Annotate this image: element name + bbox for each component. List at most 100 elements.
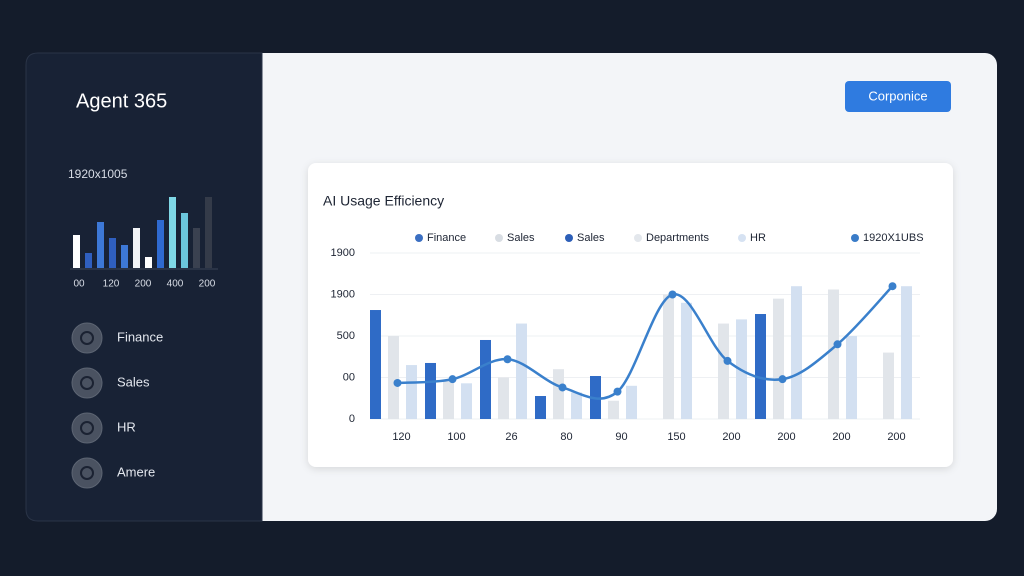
line-point [448,375,457,384]
y-tick-label: 1900 [331,247,355,259]
bar [480,339,491,419]
mini-label: 400 [167,279,184,290]
chart-title: AI Usage Efficiency [323,193,444,209]
nav-label[interactable]: Amere [117,464,155,479]
mini-bar [97,222,104,268]
mini-bar [169,197,176,268]
legend-swatch [415,234,423,242]
mini-bar [73,235,80,268]
nav-label[interactable]: Finance [117,329,163,344]
line-series [397,285,894,400]
bar [370,310,381,419]
legend-swatch [738,234,746,242]
nav: Finance Sales HR Amere [71,322,163,489]
line-point [668,290,677,299]
bar [425,362,436,419]
x-tick-label: 26 [505,431,517,443]
legend-label: 1920X1UBS [863,232,924,244]
legend-swatch [495,234,503,242]
line-point [503,355,512,364]
y-tick-label: 1900 [331,288,355,300]
nav-label[interactable]: Sales [117,374,150,389]
bar [516,323,527,419]
mini-label: 200 [199,279,216,290]
line-point [558,383,567,392]
bar [681,302,692,419]
resolution: 1920x1005 [68,167,128,181]
mini-label: 200 [135,279,152,290]
legend-label: Sales [507,232,535,244]
bar [608,400,619,419]
legend-label: Finance [427,232,466,244]
nav-icon-glyph[interactable] [80,376,94,390]
mini-label: 00 [73,279,85,290]
legend-swatch [851,234,859,242]
mini-bar [121,245,128,268]
mini-chart: 00 120 200 400 200 [73,197,216,290]
line-point [888,282,897,291]
x-tick-label: 150 [667,431,685,443]
mini-bar [109,238,116,268]
app-title: Agent 365 [76,90,167,112]
mini-bar [145,257,152,268]
nav-icon-glyph[interactable] [80,466,94,480]
bar [498,377,509,419]
nav-icon[interactable] [71,367,103,399]
line-point [723,356,732,365]
mini-bar [205,197,212,268]
mini-label: 120 [103,279,120,290]
mini-bar [157,220,164,268]
x-tick-label: 200 [777,431,795,443]
bar [553,369,564,419]
mini-bar [133,228,140,268]
x-tick-label: 90 [615,431,627,443]
bar [773,298,784,419]
nav-icon-glyph[interactable] [80,331,94,345]
legend-swatch [565,234,573,242]
nav-icon[interactable] [71,457,103,489]
legend-swatch [634,234,642,242]
sidebar [25,52,263,522]
legend-label: HR [750,232,766,244]
mini-bar [193,228,200,268]
bar [388,336,399,419]
legend-label: Sales [577,232,605,244]
x-tick-label: 200 [887,431,905,443]
line-point [778,375,787,384]
y-tick-label: 0 [349,413,355,425]
bar [755,314,766,419]
y-tick-label: 00 [343,371,355,383]
line-point [393,378,402,387]
mini-bar [85,253,92,268]
nav-icon[interactable] [71,322,103,354]
action-button[interactable] [845,81,951,112]
mini-bar [181,213,188,268]
bar [443,379,454,419]
bar [901,286,912,419]
bar [846,336,857,419]
nav-icon-glyph[interactable] [80,421,94,435]
bar [571,392,582,419]
bar [626,385,637,419]
bar [663,294,674,419]
y-tick-label: 500 [337,330,355,342]
x-tick-label: 100 [447,431,465,443]
line-point [613,387,622,396]
bar [535,396,546,419]
nav-label[interactable]: HR [117,419,136,434]
line-point [833,340,842,349]
bar [718,323,729,419]
x-tick-label: 200 [722,431,740,443]
bar [883,352,894,419]
bar [828,289,839,419]
x-tick-label: 120 [392,431,410,443]
nav-icon[interactable] [71,412,103,444]
x-tick-label: 80 [560,431,572,443]
button-label[interactable]: Corponice [868,88,927,103]
bar [791,286,802,419]
x-tick-label: 200 [832,431,850,443]
bar [461,383,472,419]
